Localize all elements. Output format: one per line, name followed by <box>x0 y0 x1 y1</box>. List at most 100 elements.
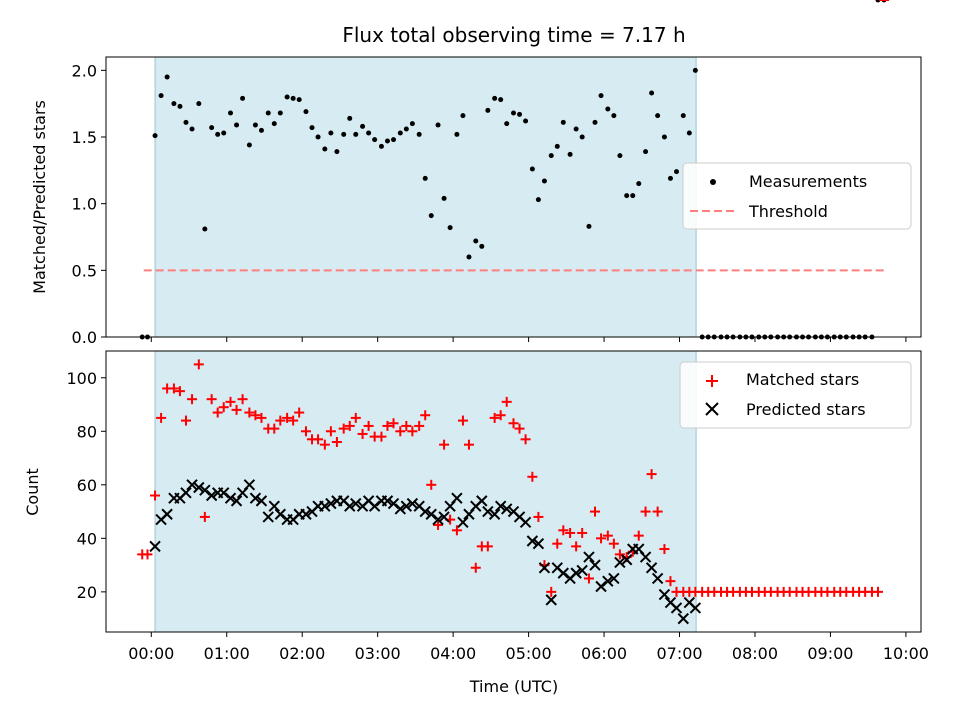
measurement-point <box>164 74 170 80</box>
count-y-tick-label: 60 <box>77 476 97 495</box>
matched-star-point <box>414 420 425 431</box>
matched-star-point <box>231 404 242 415</box>
predicted-star-point <box>249 492 262 504</box>
measurement-point <box>504 121 510 127</box>
measurement-point <box>183 119 189 125</box>
predicted-star-point <box>614 556 626 569</box>
matched-star-point <box>294 407 305 418</box>
measurement-point <box>315 134 321 140</box>
measurement-point <box>435 122 441 128</box>
ratio-y-tick-label: 0.5 <box>72 261 97 280</box>
predicted-star-point <box>300 508 312 520</box>
predicted-star-point <box>438 511 450 523</box>
predicted-star-point <box>406 497 419 510</box>
matched-star-point <box>288 415 299 426</box>
matched-star-point <box>583 573 594 584</box>
predicted-star-point <box>193 481 205 494</box>
measurement-point <box>447 225 453 231</box>
predicted-star-point <box>224 492 237 504</box>
measurement-point <box>403 126 409 132</box>
measurement-point <box>378 143 384 149</box>
measurement-point <box>240 95 246 101</box>
measurement-point <box>598 93 604 99</box>
predicted-star-point <box>394 503 407 515</box>
legend-matched-label: Matched stars <box>746 370 859 389</box>
matched-star-point <box>571 541 582 552</box>
legend-threshold-label: Threshold <box>748 202 828 221</box>
x-tick-label: 07:00 <box>656 644 702 663</box>
count-y-tick-label: 80 <box>77 422 97 441</box>
predicted-star-point <box>230 495 243 507</box>
matched-star-point <box>212 407 223 418</box>
predicted-star-point <box>243 479 256 491</box>
measurement-point <box>209 125 215 131</box>
observing-span-top <box>154 56 697 338</box>
predicted-star-point <box>482 505 494 518</box>
matched-star-point <box>489 412 500 423</box>
matched-star-point <box>640 506 651 517</box>
matched-star-point <box>463 439 474 450</box>
x-tick-label: 10:00 <box>883 644 929 663</box>
observing-span-bottom <box>154 350 697 633</box>
measurement-point <box>523 118 529 124</box>
matched-star-point <box>142 549 153 560</box>
matched-star-point <box>520 434 531 445</box>
predicted-star-point <box>218 487 230 499</box>
count-plot-frame <box>105 350 922 633</box>
matched-star-point <box>552 538 563 549</box>
measurement-point <box>573 126 579 132</box>
matched-star-point <box>457 415 468 426</box>
measurement-point <box>454 131 460 137</box>
ratio-y-tick-label: 1.0 <box>72 195 97 214</box>
matched-star-point <box>470 562 481 573</box>
predicted-star-point <box>620 554 633 566</box>
matched-star-point <box>665 576 676 587</box>
measurement-point <box>171 101 177 107</box>
x-tick-label: 03:00 <box>355 644 401 663</box>
x-tick-label: 09:00 <box>807 644 853 663</box>
matched-star-point <box>533 511 544 522</box>
measurement-point <box>674 169 679 175</box>
measurement-point <box>473 238 479 244</box>
matched-star-point <box>206 394 217 405</box>
measurement-point <box>617 153 623 159</box>
legend-predicted-marker <box>705 402 719 416</box>
predicted-star-point <box>205 489 218 502</box>
matched-star-point <box>269 423 280 434</box>
measurement-point <box>322 146 328 152</box>
predicted-star-point <box>451 492 463 504</box>
count-y-tick-label: 100 <box>66 369 97 388</box>
measurement-point <box>466 254 472 260</box>
matched-star-point <box>180 415 191 426</box>
measurement-point <box>605 106 611 112</box>
predicted-star-point <box>325 497 337 510</box>
predicted-star-point <box>645 562 658 574</box>
predicted-star-point <box>589 559 601 571</box>
count-panel: 20 40 60 80 100 00:00 01:00 02:00 03:00 04:00 05:… <box>23 0 929 696</box>
measurement-point <box>177 103 183 109</box>
ratio-y-axis-label: Matched/Predicted stars <box>30 100 49 294</box>
predicted-star-point <box>583 551 595 563</box>
matched-star-point <box>546 586 557 597</box>
measurement-point <box>347 115 353 121</box>
measurement-point <box>511 110 516 116</box>
matched-star-point <box>357 428 368 439</box>
predicted-star-point <box>639 551 652 563</box>
measurement-point <box>228 110 234 116</box>
predicted-star-point <box>651 572 664 585</box>
predicted-star-point <box>381 495 394 507</box>
x-axis-label: Time (UTC) <box>469 677 558 696</box>
predicted-star-point <box>161 508 173 520</box>
measurement-point <box>586 223 592 229</box>
predicted-star-point <box>180 487 192 499</box>
measurement-point <box>485 107 491 113</box>
predicted-star-point <box>595 580 607 593</box>
predicted-star-point <box>419 505 431 518</box>
measurement-point <box>460 113 466 119</box>
matched-star-point <box>350 412 361 423</box>
measurement-point <box>341 131 347 137</box>
predicted-star-point <box>557 567 570 579</box>
predicted-star-point <box>494 500 507 512</box>
measurement-point <box>409 121 415 127</box>
predicted-star-point <box>519 516 532 528</box>
